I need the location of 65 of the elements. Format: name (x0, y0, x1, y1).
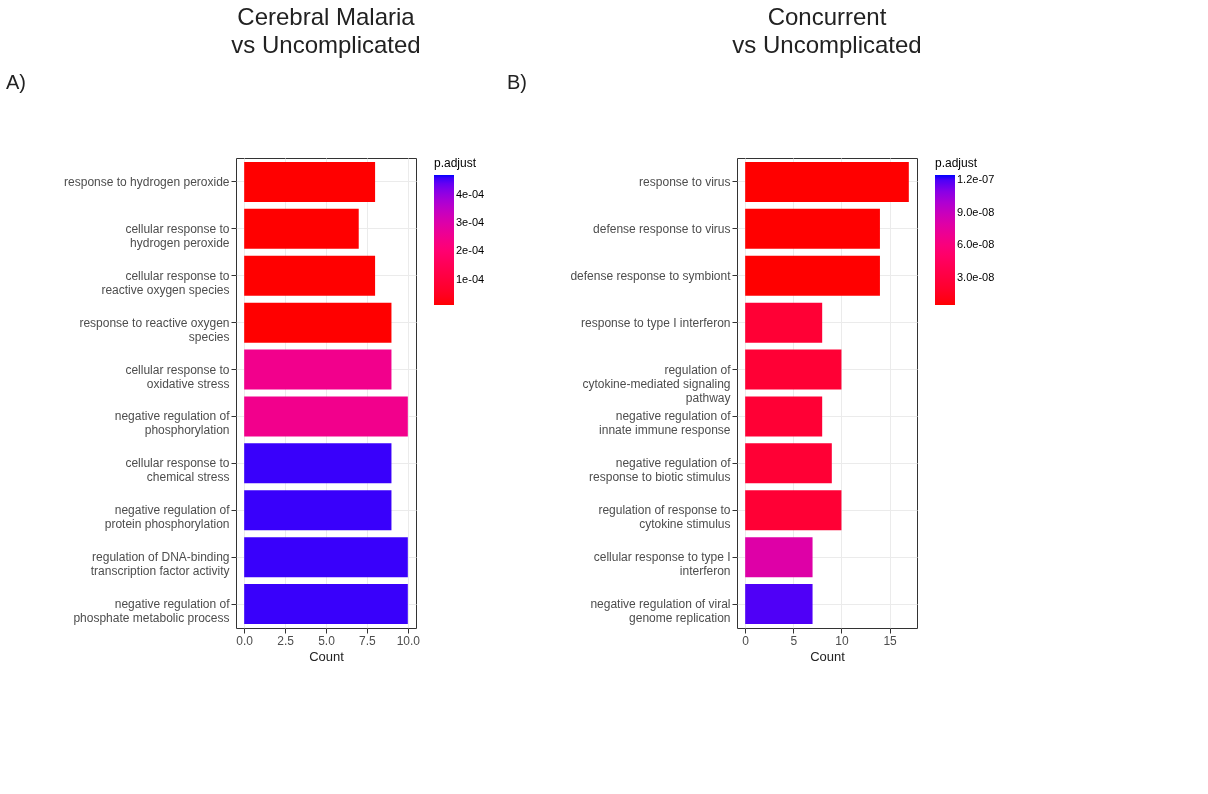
color-bar-label: 4e-04 (456, 187, 485, 200)
chart-title: Cerebral Malaria vs Uncomplicated (231, 3, 421, 58)
bar (244, 208, 359, 249)
x-tick-label: 2.5 (277, 633, 295, 648)
color-bar-label: 3.0e-08 (957, 270, 995, 283)
bar (244, 255, 376, 296)
text: B) (507, 71, 527, 93)
color-bar-label: 9.0e-08 (957, 205, 995, 218)
color-bar-title: p.adjust (935, 156, 978, 170)
x-axis-title: Count (810, 648, 846, 664)
y-tick-label: cellular response to hydrogen peroxide (125, 221, 230, 250)
bar (244, 302, 392, 343)
x-tick-label: 10 (835, 633, 849, 648)
y-tick-label: defense response to symbiont (570, 268, 732, 283)
y-tick-label: negative regulation of protein phosphorylation (104, 503, 231, 532)
x-tick-label: 15 (883, 633, 898, 648)
color-bar-label: 1.2e-07 (957, 173, 995, 186)
bar (745, 584, 813, 625)
x-tick-label: 7.5 (359, 633, 377, 648)
color-bar-label: 3e-04 (456, 216, 485, 229)
y-tick-label: negative regulation of response to biotic stimulus (589, 456, 732, 485)
y-tick-label: response to virus (639, 174, 731, 189)
y-tick-label: defense response to virus (593, 221, 731, 236)
color-bar-label: 2e-04 (456, 244, 485, 257)
text: A) (6, 71, 26, 93)
y-tick-label: negative regulation of viral genome replication (590, 597, 731, 626)
color-bar-label: 6.0e-08 (957, 238, 995, 251)
y-tick-label: regulation of cytokine-mediated signaling pathway (582, 362, 732, 405)
bar (745, 490, 842, 531)
y-tick-label: response to type I interferon (581, 315, 731, 330)
bar (244, 537, 408, 578)
color-bar-label: 1e-04 (456, 272, 485, 285)
y-tick-label: cellular response to type I interferon (593, 550, 731, 579)
y-tick-label: response to hydrogen peroxide (64, 174, 230, 189)
y-tick-label: negative regulation of innate immune response (599, 409, 732, 438)
bar (244, 349, 392, 390)
y-tick-label: cellular response to reactive oxygen species (101, 268, 230, 297)
bar (745, 208, 880, 249)
bar (244, 490, 392, 531)
x-tick-label: 5.0 (318, 633, 336, 648)
bar (745, 349, 842, 390)
y-tick-label: cellular response to oxidative stress (125, 362, 230, 391)
y-tick-label: response to reactive oxygen species (79, 315, 230, 344)
y-tick-label: negative regulation of phosphorylation (114, 409, 231, 438)
bar (244, 161, 376, 202)
bar (745, 396, 823, 437)
bar (745, 255, 880, 296)
bar (244, 584, 408, 625)
bar (244, 396, 408, 437)
bar (745, 537, 813, 578)
y-tick-label: regulation of DNA-binding transcription factor activity (90, 550, 230, 579)
bar (244, 443, 392, 484)
x-tick-label: 10.0 (396, 633, 421, 648)
y-tick-label: negative regulation of phosphate metabolic process (73, 597, 231, 626)
x-tick-label: 5 (790, 633, 798, 648)
bar (745, 443, 832, 484)
y-tick-label: cellular response to chemical stress (125, 456, 230, 485)
chart-title: Concurrent vs Uncomplicated (732, 3, 922, 58)
y-tick-label: regulation of response to cytokine stimulus (598, 503, 731, 532)
x-axis-title: Count (309, 648, 345, 664)
x-tick-label: 0 (742, 633, 750, 648)
x-tick-label: 0.0 (236, 633, 254, 648)
bar (745, 161, 909, 202)
bar (745, 302, 823, 343)
color-bar-title: p.adjust (434, 156, 477, 170)
